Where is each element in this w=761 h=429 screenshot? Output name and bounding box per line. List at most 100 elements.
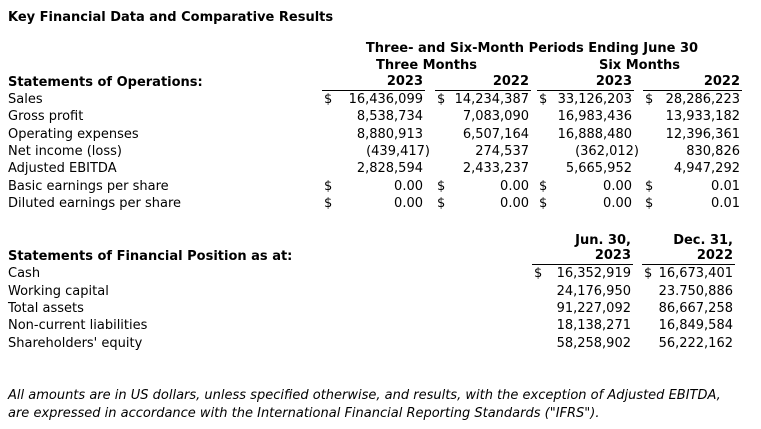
- column-header-year: 2023: [322, 74, 425, 91]
- amount-value: 24,176,950: [556, 283, 631, 299]
- amount-value: 33,126,203: [557, 92, 632, 108]
- amount-cell: $0.00: [435, 179, 531, 194]
- amount-cell: 4,947,292: [643, 161, 742, 176]
- currency-symbol: $: [645, 195, 654, 211]
- group-header-three-months: Three Months: [375, 58, 478, 73]
- amount-cell: 56,222,162: [642, 336, 735, 351]
- table-row-cash: Cash $16,352,919 $16,673,401: [0, 265, 761, 282]
- table-row-working-capital: Working capital 24,176,950 23.750,886: [0, 282, 761, 299]
- table-row-total-assets: Total assets 91,227,092 86,667,258: [0, 300, 761, 317]
- column-header-date: Dec. 31,: [673, 233, 733, 248]
- table-row-non-current-liabilities: Non-current liabilities 18,138,271 16,84…: [0, 317, 761, 334]
- amount-value: 0.00: [603, 178, 632, 194]
- amount-value: (362,012): [575, 144, 639, 160]
- row-label: Operating expenses: [8, 126, 139, 142]
- amount-value: 23.750,886: [658, 283, 733, 299]
- amount-cell: 58,258,902: [532, 336, 633, 351]
- amount-cell: 18,138,271: [532, 318, 633, 333]
- row-label: Cash: [8, 266, 41, 282]
- table-row-diluted-eps: Diluted earnings per share $0.00 $0.00 $…: [0, 195, 761, 212]
- year-header-row: Statements of Operations: 2023 2022 2023…: [0, 74, 761, 91]
- table-row-basic-eps: Basic earnings per share $0.00 $0.00 $0.…: [0, 177, 761, 194]
- amount-value: 0.00: [394, 195, 423, 211]
- amount-cell: $14,234,387: [435, 92, 531, 107]
- amount-value: 16,673,401: [658, 266, 733, 282]
- amount-cell: 6,507,164: [435, 127, 531, 142]
- amount-value: 4,947,292: [673, 161, 740, 177]
- amount-value: 14,234,387: [454, 92, 529, 108]
- amount-value: 8,538,734: [356, 109, 423, 125]
- amount-cell: $0.00: [322, 196, 425, 211]
- currency-symbol: $: [539, 195, 548, 211]
- amount-cell: 12,396,361: [643, 127, 742, 142]
- currency-symbol: $: [324, 195, 333, 211]
- amount-value: 91,227,092: [556, 300, 631, 316]
- footnote-line: are expressed in accordance with the Int…: [8, 405, 600, 421]
- currency-symbol: $: [645, 178, 654, 194]
- row-label: Basic earnings per share: [8, 178, 169, 194]
- amount-value: 13,933,182: [665, 109, 740, 125]
- amount-cell: 2,433,237: [435, 161, 531, 176]
- column-header-year: 2022: [643, 74, 742, 91]
- row-label: Shareholders' equity: [8, 335, 143, 351]
- amount-cell: 16,849,584: [642, 318, 735, 333]
- amount-cell: 7,083,090: [435, 109, 531, 124]
- amount-cell: 8,880,913: [322, 127, 425, 142]
- row-label: Net income (loss): [8, 144, 122, 160]
- amount-value: 0.00: [500, 195, 529, 211]
- amount-cell: 274,537: [435, 144, 531, 159]
- amount-cell: $16,352,919: [532, 266, 633, 281]
- currency-symbol: $: [437, 178, 446, 194]
- table-row-operating-expenses: Operating expenses 8,880,913 6,507,164 1…: [0, 126, 761, 143]
- group-header-row: Three Months Six Months: [0, 57, 761, 74]
- currency-symbol: $: [534, 266, 543, 282]
- amount-value: 16,849,584: [658, 318, 733, 334]
- amount-value: 16,983,436: [557, 109, 632, 125]
- amount-cell: 830,826: [643, 144, 742, 159]
- section-label-operations: Statements of Operations:: [8, 75, 203, 90]
- row-label: Working capital: [8, 283, 109, 299]
- amount-value: 0.01: [711, 178, 740, 194]
- row-label: Diluted earnings per share: [8, 195, 182, 211]
- table-row-adjusted-ebitda: Adjusted EBITDA 2,828,594 2,433,237 5,66…: [0, 160, 761, 177]
- amount-value: 274,537: [475, 144, 529, 160]
- statements-of-operations-table: Three- and Six-Month Periods Ending June…: [0, 40, 761, 212]
- amount-cell: $16,436,099: [322, 92, 425, 107]
- footnote-line: All amounts are in US dollars, unless sp…: [8, 388, 721, 403]
- amount-value: 16,436,099: [348, 92, 423, 108]
- amount-value: 28,286,223: [665, 92, 740, 108]
- amount-cell: $33,126,203: [537, 92, 634, 107]
- amount-cell: $0.00: [435, 196, 531, 211]
- amount-cell: 16,888,480: [537, 127, 634, 142]
- currency-symbol: $: [539, 92, 548, 108]
- currency-symbol: $: [539, 178, 548, 194]
- amount-cell: $28,286,223: [643, 92, 742, 107]
- amount-cell: 8,538,734: [322, 109, 425, 124]
- row-label: Adjusted EBITDA: [8, 161, 117, 177]
- row-label: Gross profit: [8, 109, 84, 125]
- currency-symbol: $: [324, 92, 333, 108]
- amount-value: 2,433,237: [462, 161, 529, 177]
- amount-value: 0.01: [711, 195, 740, 211]
- section-label-financial-position: Statements of Financial Position as at:: [8, 249, 293, 264]
- amount-value: 0.00: [603, 195, 632, 211]
- amount-cell: $0.01: [643, 196, 742, 211]
- column-header-year: 2023: [532, 248, 633, 265]
- amount-value: 7,083,090: [462, 109, 529, 125]
- currency-symbol: $: [324, 178, 333, 194]
- column-header-date: Jun. 30,: [575, 233, 631, 248]
- column-header-year: 2022: [435, 74, 531, 91]
- year-header-row: Statements of Financial Position as at: …: [0, 248, 761, 265]
- amount-cell: 5,665,952: [537, 161, 634, 176]
- footnote: All amounts are in US dollars, unless sp…: [8, 387, 758, 422]
- amount-value: 8,880,913: [356, 126, 423, 142]
- amount-value: 56,222,162: [658, 335, 733, 351]
- period-header: Three- and Six-Month Periods Ending June…: [365, 41, 699, 56]
- row-label: Sales: [8, 92, 43, 108]
- amount-cell: 16,983,436: [537, 109, 634, 124]
- amount-value: 0.00: [394, 178, 423, 194]
- amount-value: 16,352,919: [556, 266, 631, 282]
- amount-cell: 24,176,950: [532, 284, 633, 299]
- amount-value: 58,258,902: [556, 335, 631, 351]
- amount-value: 6,507,164: [462, 126, 529, 142]
